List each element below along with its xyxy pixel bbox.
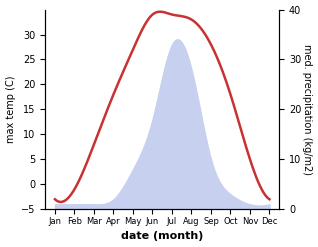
X-axis label: date (month): date (month) bbox=[121, 231, 204, 242]
Y-axis label: med. precipitation (kg/m2): med. precipitation (kg/m2) bbox=[302, 44, 313, 175]
Y-axis label: max temp (C): max temp (C) bbox=[5, 76, 16, 143]
